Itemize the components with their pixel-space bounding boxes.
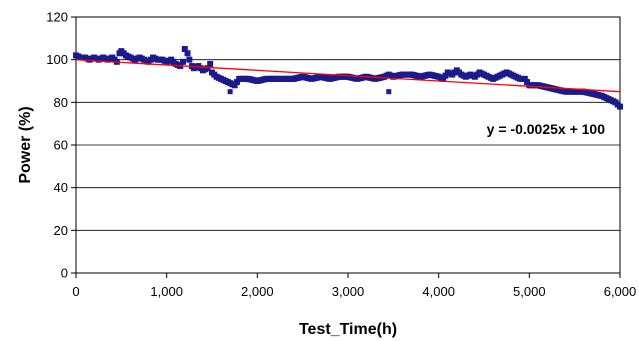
data-point bbox=[186, 56, 193, 63]
y-tick-label: 20 bbox=[54, 223, 68, 238]
data-series bbox=[73, 46, 623, 110]
y-tick-label: 0 bbox=[61, 266, 68, 281]
y-axis-ticks: 0 20 40 60 80 100 120 bbox=[46, 10, 76, 281]
data-point-outlier bbox=[227, 89, 233, 95]
data-point bbox=[184, 50, 191, 57]
data-point bbox=[207, 60, 214, 67]
trendline bbox=[75, 59, 621, 93]
data-point bbox=[521, 75, 528, 82]
y-tick-label: 120 bbox=[46, 10, 68, 25]
x-tick-label: 0 bbox=[72, 284, 79, 299]
data-point bbox=[617, 103, 623, 110]
data-point bbox=[440, 75, 447, 82]
y-tick-label: 80 bbox=[54, 95, 68, 110]
data-point bbox=[233, 79, 240, 86]
data-point-outlier bbox=[386, 89, 392, 95]
data-point bbox=[231, 82, 238, 89]
x-axis-title: Test_Time(h) bbox=[299, 321, 397, 338]
data-point bbox=[442, 72, 449, 79]
trendline-equation: y = -0.0025x + 100 bbox=[487, 121, 606, 137]
x-tick-label: 6,000 bbox=[604, 284, 637, 299]
data-point bbox=[204, 65, 211, 72]
y-axis-title: Power (%) bbox=[17, 106, 34, 183]
x-axis-ticks: 0 1,000 2,000 3,000 4,000 5,000 6,000 bbox=[72, 273, 636, 299]
x-tick-label: 4,000 bbox=[422, 284, 455, 299]
x-tick-label: 3,000 bbox=[332, 284, 365, 299]
y-tick-label: 60 bbox=[54, 138, 68, 153]
x-tick-label: 2,000 bbox=[241, 284, 274, 299]
data-point bbox=[179, 58, 186, 65]
x-tick-label: 1,000 bbox=[150, 284, 183, 299]
data-point bbox=[524, 79, 531, 86]
x-tick-label: 5,000 bbox=[513, 284, 546, 299]
y-tick-label: 40 bbox=[54, 180, 68, 195]
y-tick-label: 100 bbox=[46, 52, 68, 67]
data-point bbox=[181, 46, 188, 52]
